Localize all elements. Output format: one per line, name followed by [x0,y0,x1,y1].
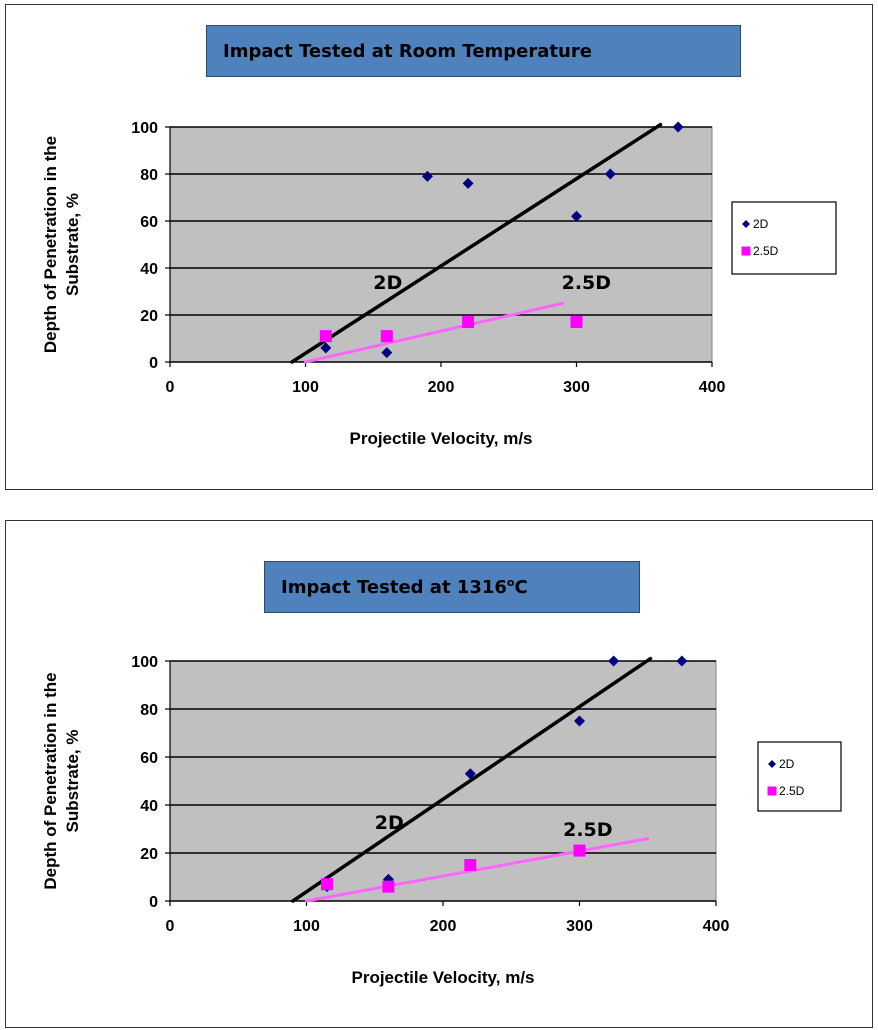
legend-marker-2d [742,220,750,228]
point-2d [676,655,688,667]
label-2d: 2D [375,812,404,834]
trendline-2-5d [305,837,650,903]
x-axis-title: Projectile Velocity, m/s [352,968,535,987]
y-axis-title-line2: Substrate, % [63,730,82,833]
point-2d [604,168,616,180]
x-tick-label: 300 [566,918,593,935]
label-2-5d: 2.5D [563,819,612,841]
label-2-5d: 2.5D [562,272,611,294]
plot-area [169,126,713,363]
point-2-5d [320,878,333,891]
chart-svg: 0 20 40 60 80 100 0 100 200 300 400 Projectile Velo… [41,654,842,987]
x-tick-label: 400 [703,918,730,935]
y-tick-label: 100 [131,120,158,137]
legend-label: 2D [779,757,795,771]
label-2d: 2D [373,272,402,294]
chart-panel-room-temperature: Impact Tested at Room Temperature 0 20 40 6… [5,4,873,490]
y-tick-label: 100 [131,654,158,671]
legend-marker-2d [768,760,776,768]
point-2d [672,121,684,133]
point-2-5d [464,859,477,871]
legend-label: 2D [753,217,769,231]
point-2d [381,347,393,359]
x-tick-label: 200 [430,918,457,935]
chart-svg: 0 20 40 60 80 100 0 100 200 300 400 Projectile Velo… [41,120,837,448]
x-tick-label: 300 [563,379,590,396]
x-tick-label: 0 [166,918,175,935]
point-2d [608,655,620,667]
point-2d [464,768,476,780]
point-2-5d [573,844,586,857]
x-tick-label: 200 [428,379,455,396]
trendline-2d [291,656,653,903]
y-tick-label: 20 [140,846,158,863]
y-tick-label: 20 [140,308,158,325]
y-tick-label: 60 [140,214,158,231]
trendline-2d [290,122,663,364]
point-2-5d [570,316,583,329]
x-tick-label: 400 [699,379,726,396]
chart-title: Impact Tested at Room Temperature [223,40,592,62]
y-axis-title-line2: Substrate, % [63,193,82,296]
point-2d [571,210,582,222]
x-tick-label: 100 [293,918,320,935]
legend-marker-2-5d [741,246,751,256]
legend-box [731,201,837,275]
y-tick-label: 80 [140,167,158,184]
point-2-5d [382,880,395,893]
y-tick-label: 60 [140,750,158,767]
legend-label: 2.5D [753,244,779,258]
point-2d [382,873,394,885]
chart-title-box: Impact Tested at 1316oC [264,561,640,613]
y-axis-title-line1: Depth of Penetration in the [41,672,60,889]
x-tick-label: 100 [292,379,319,396]
plot-area [169,660,717,902]
chart-title-box: Impact Tested at Room Temperature [206,25,741,77]
y-tick-label: 40 [140,798,158,815]
legend-label: 2.5D [779,784,805,798]
chart-panel-1316c: Impact Tested at 1316oC 0 20 40 60 80 100 0 100… [5,520,873,1028]
y-tick-label: 40 [140,261,158,278]
x-axis-title: Projectile Velocity, m/s [350,429,533,448]
point-2d [421,170,433,182]
point-2d [574,715,585,727]
trendline-2-5d [304,301,565,364]
legend-marker-2-5d [767,786,777,796]
chart-title: Impact Tested at 1316oC [281,575,528,598]
y-axis-title-line1: Depth of Penetration in the [41,136,60,353]
point-2-5d [380,330,393,343]
point-2d [320,342,332,354]
y-tick-label: 0 [149,355,158,372]
point-2-5d [462,316,475,329]
y-tick-label: 0 [149,894,158,911]
y-tick-label: 80 [140,702,158,719]
point-2-5d [319,330,332,343]
x-tick-label: 0 [166,379,175,396]
legend-box [757,741,842,812]
point-2d [462,177,474,189]
